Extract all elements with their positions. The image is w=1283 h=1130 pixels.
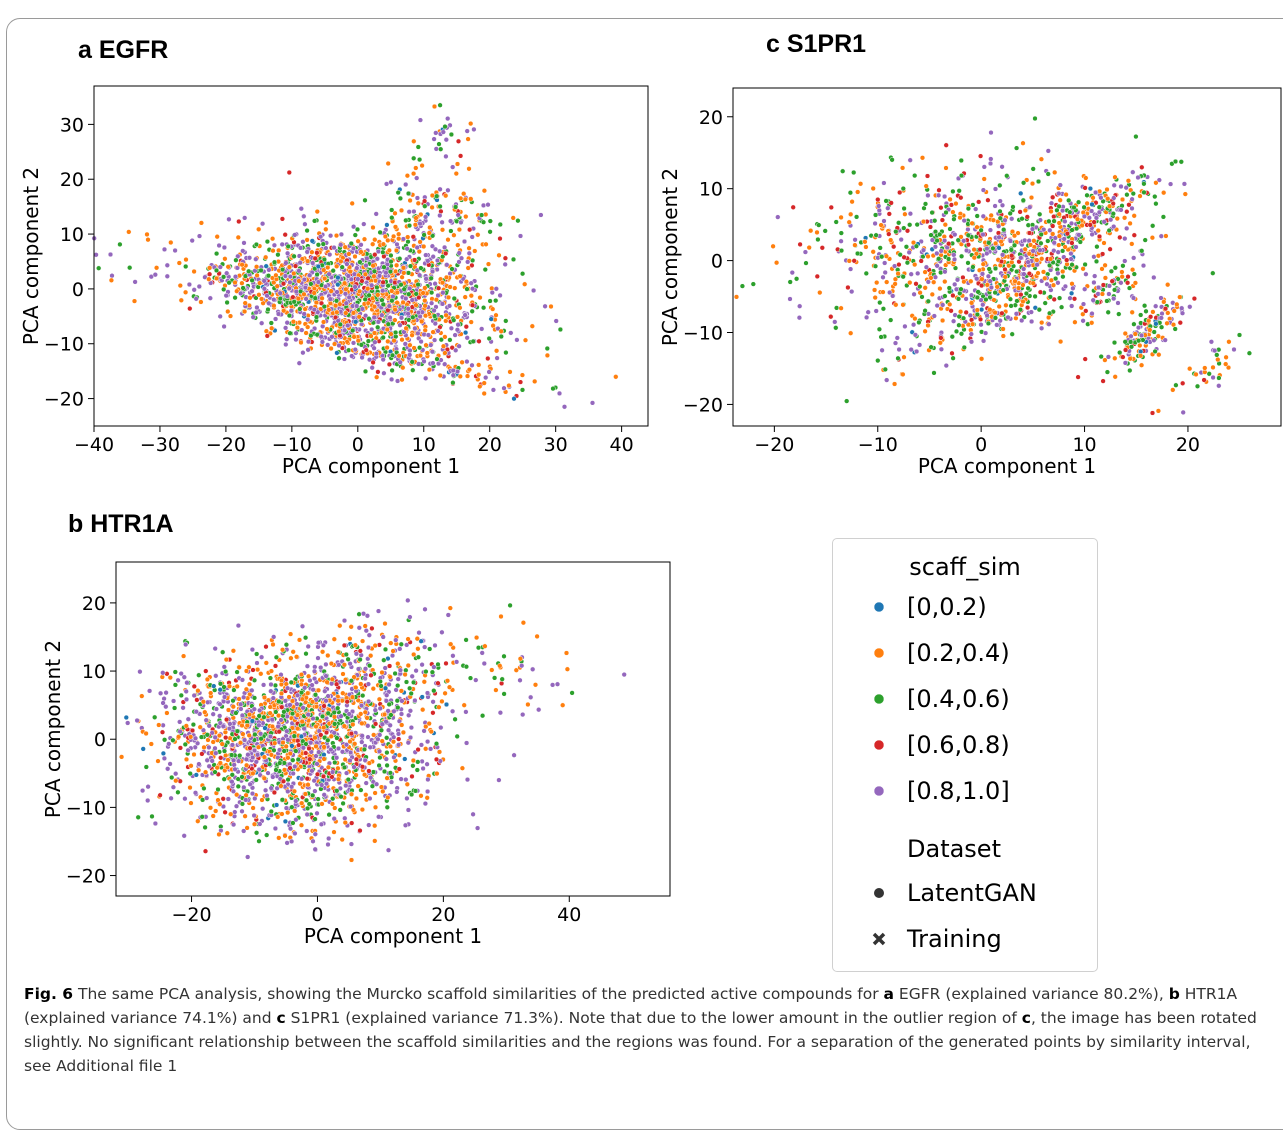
panel-title-b: b HTR1A	[68, 510, 174, 539]
panel-title-c: c S1PR1	[766, 30, 866, 59]
panel-title-a: a EGFR	[78, 36, 168, 65]
